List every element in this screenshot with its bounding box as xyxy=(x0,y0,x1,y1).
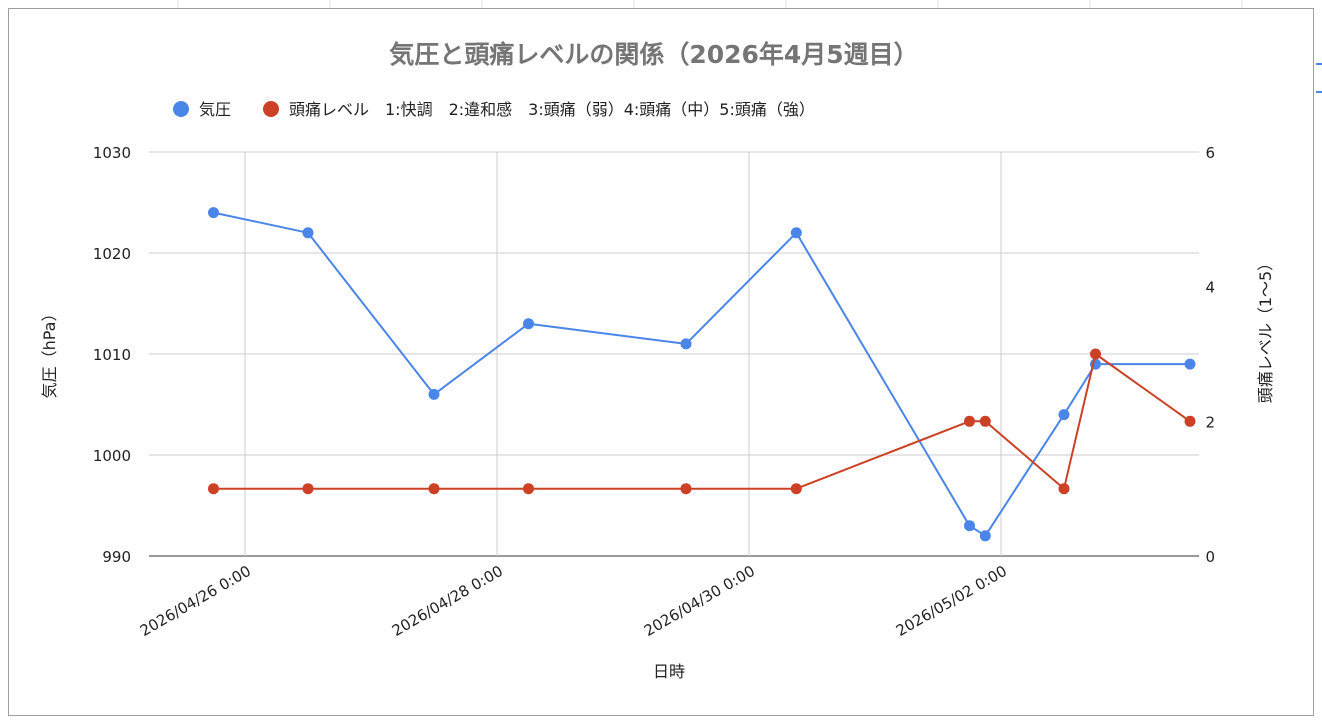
right-axis-title: 頭痛レベル（1〜5） xyxy=(1256,255,1275,403)
edge-marker xyxy=(1316,91,1322,93)
data-point-1[interactable] xyxy=(523,483,534,495)
chart-svg: 気圧と頭痛レベルの関係（2026年4月5週目） 気圧 頭痛レベル 1:快調 2:… xyxy=(40,40,1275,681)
x-tick-label: 2026/04/28 0:00 xyxy=(389,562,506,640)
data-point-0[interactable] xyxy=(208,207,219,219)
data-point-1[interactable] xyxy=(964,415,975,427)
x-axis-ticks: 2026/04/26 0:00 2026/04/28 0:00 2026/04/30… xyxy=(137,562,1010,640)
data-point-1[interactable] xyxy=(1184,415,1196,427)
left-axis-title: 気圧（hPa） xyxy=(40,306,59,399)
gridlines xyxy=(149,151,1199,557)
data-point-0[interactable] xyxy=(302,227,314,239)
right-tick-label: 2 xyxy=(1205,413,1215,431)
data-point-0[interactable] xyxy=(428,388,440,400)
data-point-0[interactable] xyxy=(1184,358,1196,370)
x-axis-title: 日時 xyxy=(653,662,685,681)
left-tick-label: 1000 xyxy=(93,447,131,465)
data-point-0[interactable] xyxy=(964,520,975,532)
data-point-1[interactable] xyxy=(1090,348,1101,360)
series-layer xyxy=(208,207,1196,542)
data-point-1[interactable] xyxy=(208,483,219,495)
left-tick-label: 1030 xyxy=(93,144,131,162)
legend-label-headache: 頭痛レベル 1:快調 2:違和感 3:頭痛（弱）4:頭痛（中）5:頭痛（強） xyxy=(289,100,815,119)
data-point-0[interactable] xyxy=(979,530,991,542)
x-tick-label: 2026/05/02 0:00 xyxy=(893,562,1010,640)
chart-card[interactable]: 気圧と頭痛レベルの関係（2026年4月5週目） 気圧 頭痛レベル 1:快調 2:… xyxy=(8,8,1314,716)
legend-label-pressure: 気圧 xyxy=(199,100,231,119)
right-axis-ticks: 0 2 4 6 xyxy=(1205,144,1215,566)
data-point-0[interactable] xyxy=(790,227,802,239)
data-point-0[interactable] xyxy=(680,338,692,350)
edge-marker xyxy=(1316,63,1322,65)
right-tick-label: 6 xyxy=(1205,144,1215,162)
data-point-1[interactable] xyxy=(428,483,440,495)
legend: 気圧 頭痛レベル 1:快調 2:違和感 3:頭痛（弱）4:頭痛（中）5:頭痛（強… xyxy=(173,100,815,119)
data-point-1[interactable] xyxy=(302,483,314,495)
left-axis-ticks: 990 1000 1010 1020 1030 xyxy=(93,144,131,566)
data-point-0[interactable] xyxy=(523,318,534,330)
legend-marker-headache xyxy=(263,101,279,117)
legend-marker-pressure xyxy=(173,101,189,117)
x-tick-label: 2026/04/30 0:00 xyxy=(641,562,758,640)
data-point-0[interactable] xyxy=(1058,409,1070,421)
right-tick-label: 0 xyxy=(1205,548,1215,566)
data-point-1[interactable] xyxy=(1058,483,1070,495)
data-point-1[interactable] xyxy=(979,415,991,427)
left-tick-label: 990 xyxy=(102,548,131,566)
x-tick-label: 2026/04/26 0:00 xyxy=(137,562,254,640)
right-tick-label: 4 xyxy=(1205,279,1215,297)
series-line-1 xyxy=(213,353,1191,490)
data-point-1[interactable] xyxy=(680,483,692,495)
left-tick-label: 1020 xyxy=(93,245,131,263)
series-line-0 xyxy=(213,211,1190,537)
data-point-1[interactable] xyxy=(790,483,802,495)
left-tick-label: 1010 xyxy=(93,346,131,364)
chart-title: 気圧と頭痛レベルの関係（2026年4月5週目） xyxy=(389,40,918,69)
